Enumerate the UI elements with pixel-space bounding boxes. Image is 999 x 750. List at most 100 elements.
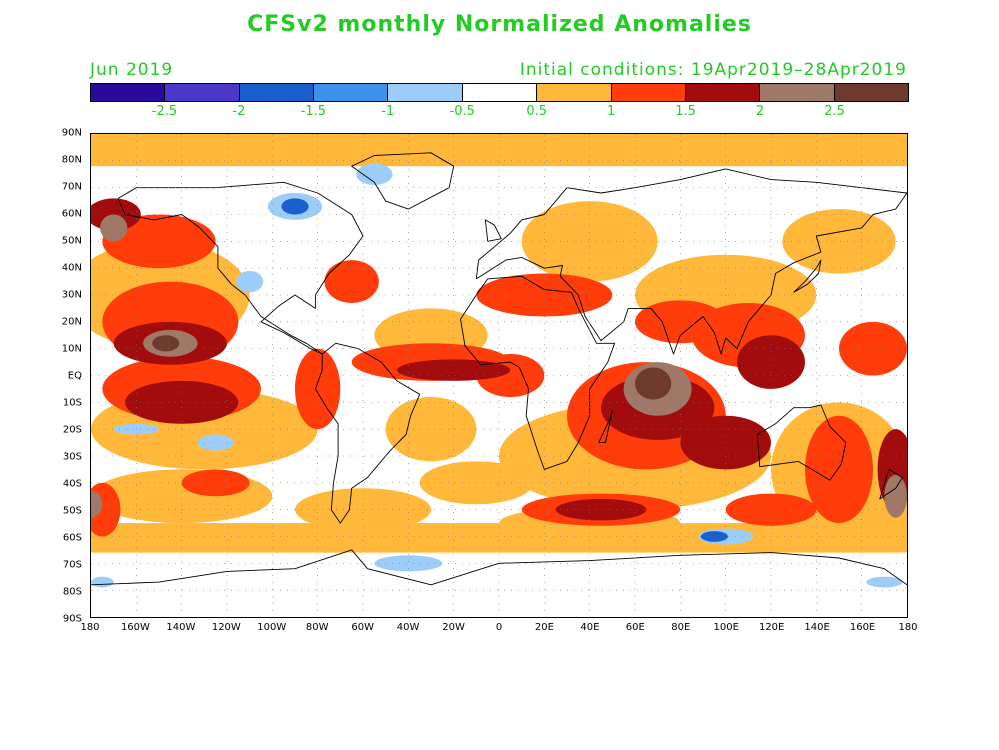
lat-tick-label: 30N — [61, 289, 82, 301]
legend-label: -1.5 — [300, 104, 327, 119]
lon-tick-label: 100W — [257, 622, 287, 633]
anomaly-red — [102, 214, 216, 269]
anomaly-brown — [884, 474, 907, 518]
anomaly-red — [839, 321, 907, 376]
japan-outline — [793, 259, 822, 293]
initial-conditions-label: Initial conditions: 19Apr2019–28Apr2019 — [519, 60, 907, 80]
uk-outline — [484, 219, 502, 242]
lon-tick-label: 140W — [166, 622, 196, 633]
anomaly-brown — [91, 490, 103, 518]
legend-label: 1 — [607, 104, 616, 119]
lon-tick-label: 0 — [495, 622, 503, 633]
anomaly-shading-layer — [91, 134, 907, 588]
lon-tick-label: 180 — [898, 622, 918, 633]
anomaly-blue — [91, 576, 114, 588]
africa-outline — [460, 275, 616, 470]
legend-swatch-4 — [388, 84, 463, 101]
lat-tick-label: 80N — [61, 154, 82, 166]
anomaly-red — [181, 469, 250, 497]
anomaly-orange — [295, 488, 431, 532]
anomaly-darkblue — [281, 198, 309, 215]
lon-tick-label: 180 — [80, 622, 100, 633]
lat-tick-label: 90N — [61, 127, 82, 139]
anomaly-darkbrown — [635, 367, 672, 400]
longitude-axis: 180 160W 140W 120W 100W 80W 60W 40W 20W 0 20E 40E 60… — [80, 622, 917, 638]
anomaly-blue — [374, 555, 443, 572]
lon-tick-label: 40W — [396, 622, 420, 633]
lat-tick-label: 60S — [62, 532, 82, 544]
anomaly-darkbrown — [152, 335, 180, 352]
lon-tick-label: 120E — [758, 622, 785, 633]
legend-label: 2 — [755, 104, 765, 119]
new-zealand-outline — [879, 469, 903, 500]
legend-swatch-6 — [537, 84, 612, 101]
anomaly-red — [635, 300, 726, 344]
anomaly-band — [91, 523, 907, 553]
lat-tick-label: 50S — [62, 505, 82, 517]
anomaly-blue — [197, 434, 234, 451]
anomaly-blue — [356, 163, 393, 185]
legend-swatch-5 — [462, 84, 538, 101]
legend-swatch-2 — [239, 84, 315, 101]
lat-tick-label: 60N — [61, 208, 82, 220]
lat-tick-label: 20S — [62, 424, 82, 436]
lon-tick-label: 20W — [442, 622, 465, 633]
lon-tick-label: 40E — [580, 622, 600, 633]
legend-swatch-0 — [91, 84, 166, 101]
lon-tick-label: 80E — [671, 622, 691, 633]
lon-tick-label: 60E — [625, 622, 645, 633]
lat-tick-label: 80S — [62, 586, 82, 598]
anomaly-orange — [782, 209, 896, 274]
anomaly-blue — [866, 576, 903, 588]
legend-swatch-10 — [834, 84, 908, 101]
legend-label: -0.5 — [449, 104, 475, 119]
legend-swatch-3 — [314, 84, 389, 101]
anomaly-blue — [236, 270, 264, 293]
madagascar-outline — [598, 409, 613, 444]
lat-tick-label: 50N — [61, 235, 82, 247]
latitude-axis: 90N 80N 70N 60N 50N 40N 30N 20N 10N EQ 10S 20S 30S 40… — [0, 128, 88, 625]
lat-tick-label: 90S — [62, 613, 82, 625]
lon-tick-label: 80W — [305, 622, 329, 633]
south-america-outline — [314, 342, 421, 524]
lon-tick-label: 60W — [351, 622, 374, 633]
legend-label: 2.5 — [824, 104, 845, 119]
north-america-outline — [117, 181, 364, 355]
anomaly-darkred — [125, 380, 239, 424]
lon-tick-label: 20E — [534, 622, 554, 633]
legend-label: -1 — [381, 104, 395, 119]
legend-swatch-7 — [611, 84, 686, 101]
color-legend-bar — [90, 83, 909, 102]
lat-tick-label: 10N — [61, 343, 82, 355]
lon-tick-label: 120W — [211, 622, 241, 633]
lat-tick-label: 20N — [61, 316, 82, 328]
lon-tick-label: 100E — [713, 622, 739, 633]
anomaly-red — [805, 415, 873, 524]
forecast-month-label: Jun 2019 — [90, 60, 174, 80]
lat-tick-label: 40N — [61, 262, 82, 274]
eurasia-outline — [475, 168, 907, 355]
anomaly-darkred — [555, 498, 647, 521]
lon-tick-label: 160E — [849, 622, 876, 633]
greenland-outline — [351, 152, 455, 210]
legend-label: -2.5 — [151, 104, 178, 119]
lat-lon-grid — [91, 134, 907, 617]
anomaly-band — [91, 134, 907, 167]
anomaly-orange — [385, 396, 477, 462]
lat-tick-label: 70N — [61, 181, 82, 193]
legend-swatch-8 — [685, 84, 761, 101]
lat-tick-label: 40S — [62, 478, 82, 490]
anomaly-darkred — [737, 335, 805, 389]
continent-outlines — [91, 152, 907, 586]
anomaly-red — [295, 348, 341, 430]
anomaly-brown — [100, 214, 128, 242]
lat-tick-label: 70S — [62, 559, 82, 571]
legend-label: -2 — [232, 104, 246, 119]
chart-title: CFSv2 monthly Normalized Anomalies — [247, 12, 752, 37]
lon-tick-label: 140E — [804, 622, 830, 633]
lon-tick-label: 160W — [120, 622, 150, 633]
anomaly-map — [90, 133, 908, 618]
legend-swatch-9 — [760, 84, 835, 101]
anomaly-red — [324, 260, 379, 304]
lat-tick-label: 10S — [62, 397, 82, 409]
